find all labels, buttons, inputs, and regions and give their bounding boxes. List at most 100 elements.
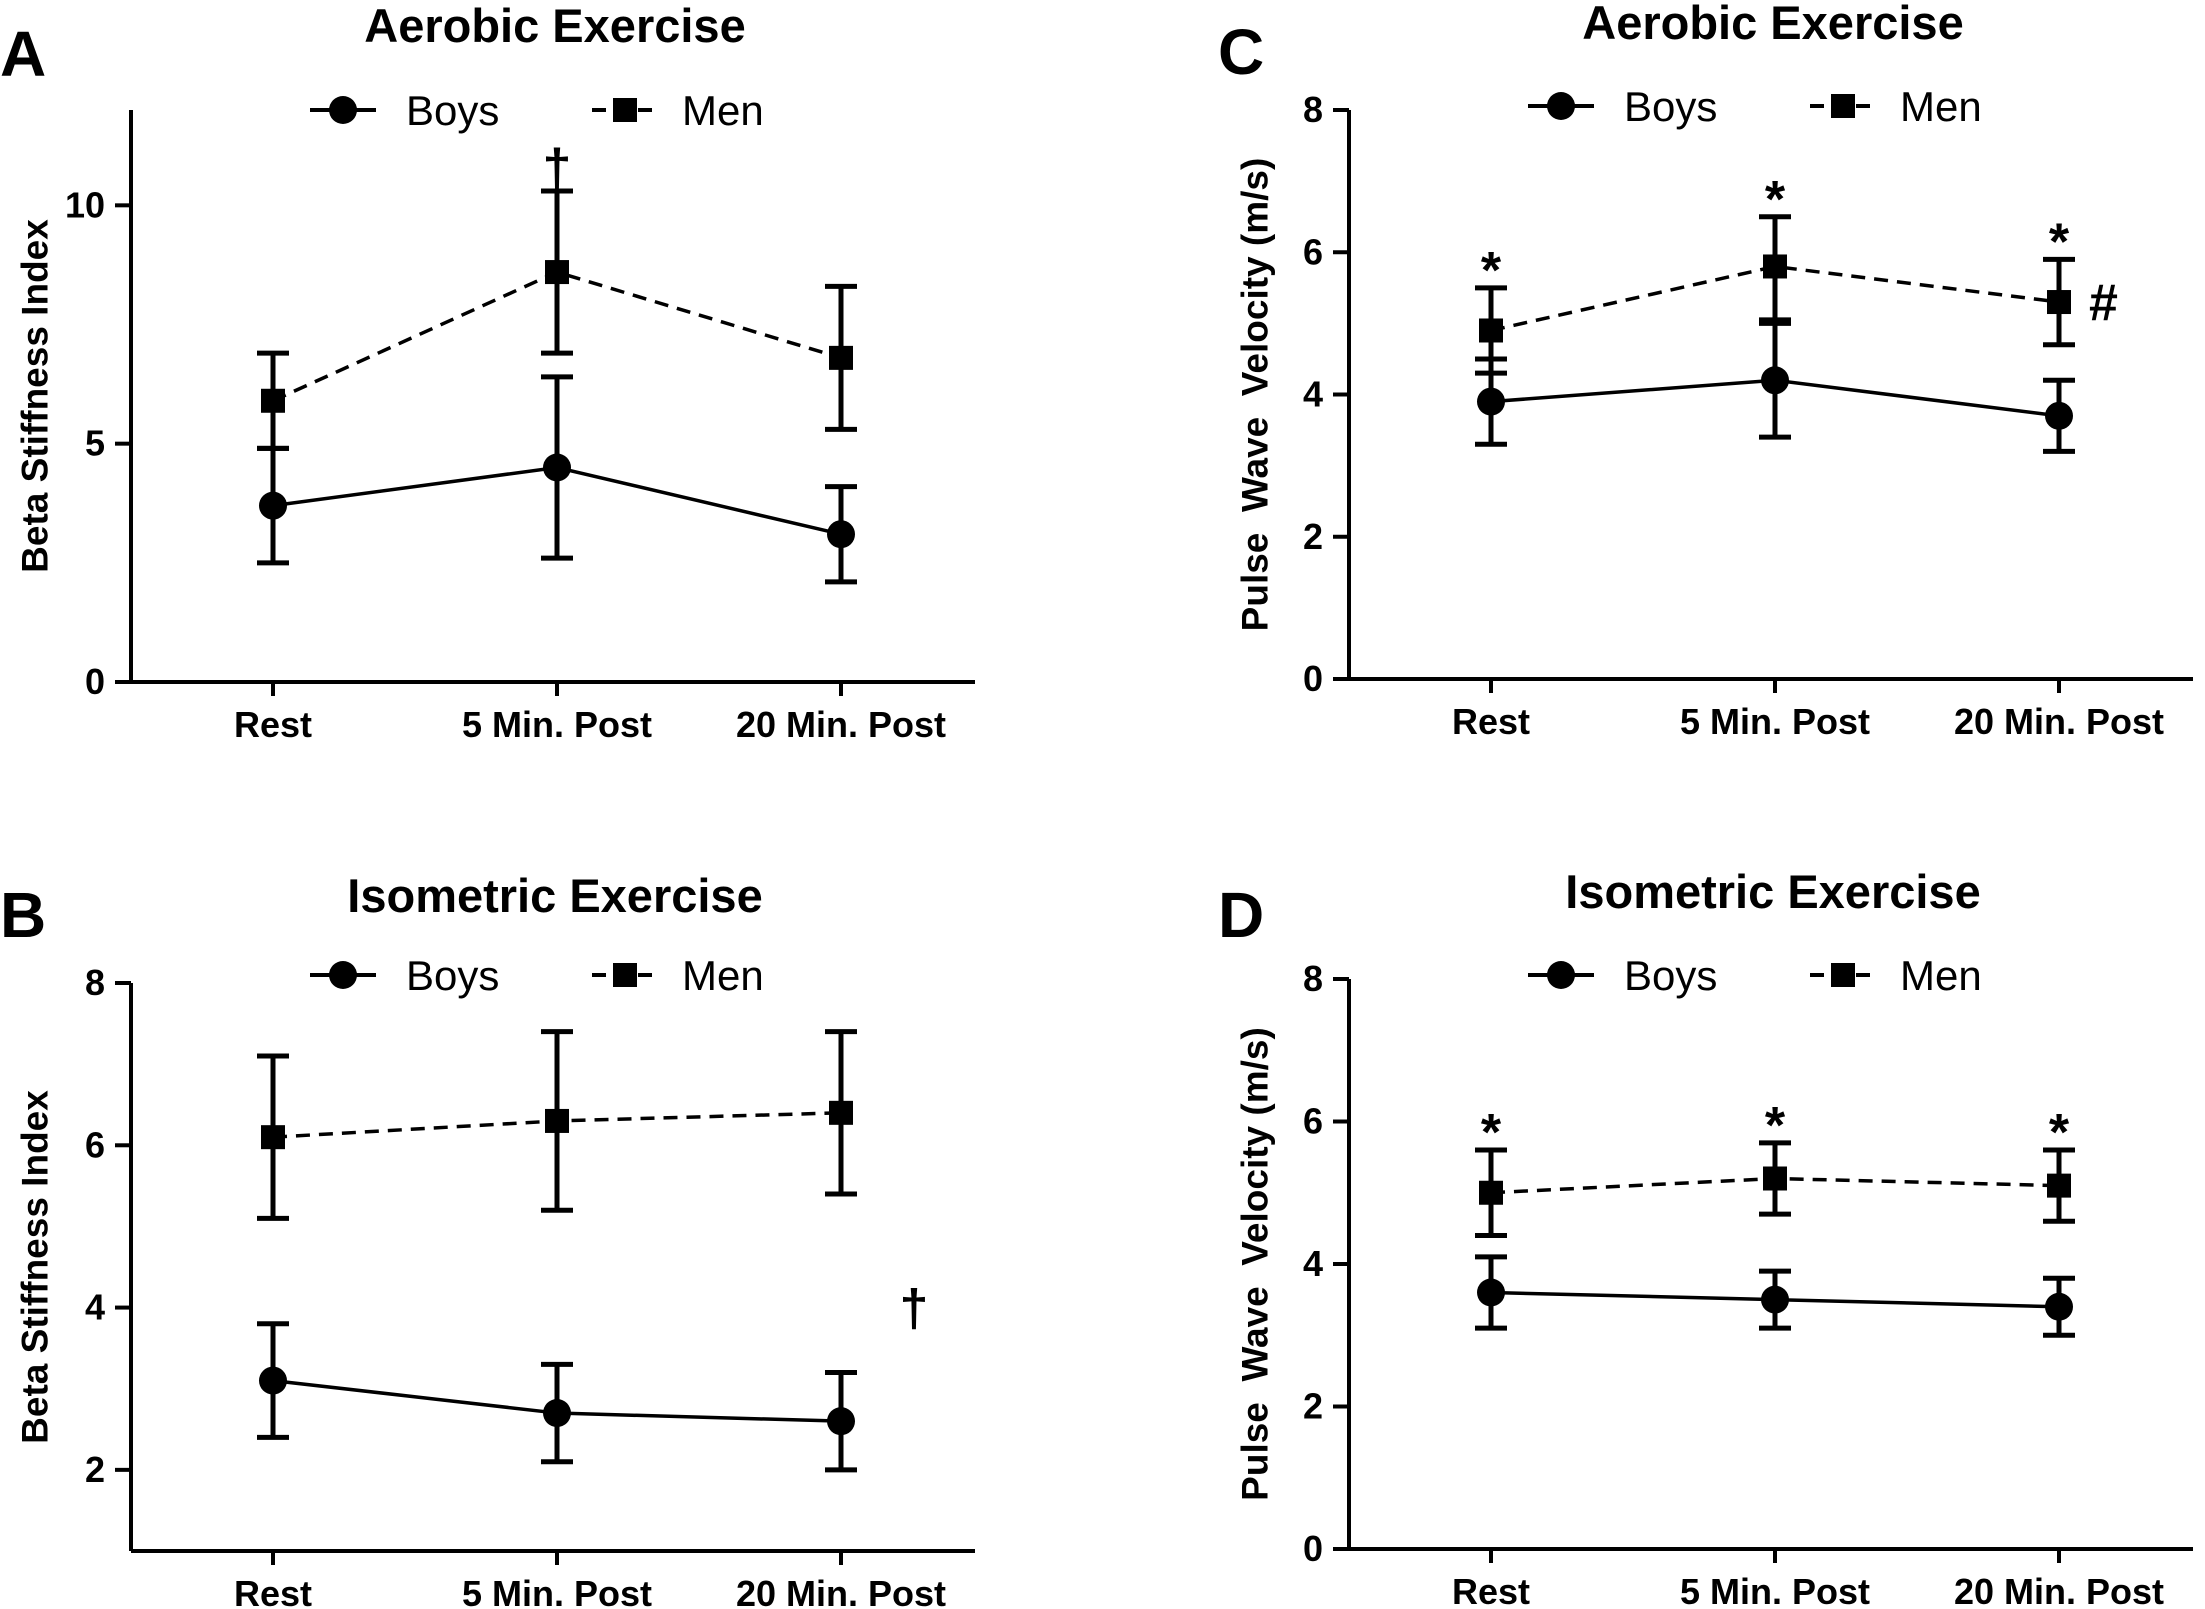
legend-marker-men (1831, 963, 1855, 987)
data-point (829, 345, 853, 370)
data-point (1479, 1180, 1503, 1205)
panel-a: A Aerobic Exercise 0 5 10 Rest 5 Min. Post 20 M… (0, 0, 975, 745)
data-point (829, 1100, 853, 1125)
y-tick-label: 4 (85, 1287, 105, 1328)
data-point (543, 453, 571, 482)
chart-title: Isometric Exercise (1565, 865, 1980, 918)
chart-title: Isometric Exercise (347, 869, 762, 922)
y-tick-label: 6 (1303, 1101, 1323, 1142)
series-boys (1475, 320, 2075, 454)
series-boys (1475, 1254, 2075, 1338)
series-men (1475, 1140, 2075, 1238)
y-tick-label: 6 (85, 1124, 105, 1165)
legend: Boys Men (1528, 83, 1982, 130)
y-tick-label: 0 (1303, 658, 1323, 699)
significance-marker: # (2089, 274, 2118, 332)
y-axis-label: Pulse Wave Velocity (m/s) (1235, 158, 1276, 632)
panel-b: B Isometric Exercise 2 4 6 8 Rest 5 Min. Post 20… (0, 869, 975, 1609)
data-point (259, 491, 287, 520)
significance-marker: * (1481, 1104, 1502, 1162)
panel-label: C (1218, 16, 1264, 88)
x-tick-label: 20 Min. Post (1954, 701, 2164, 742)
y-tick-label: 4 (1303, 374, 1323, 415)
panel-label: B (0, 879, 46, 951)
legend-label-men: Men (1900, 952, 1982, 999)
legend-label-boys: Boys (406, 87, 499, 134)
x-tick-label: Rest (1452, 1571, 1530, 1609)
series-boys (257, 1321, 857, 1473)
y-tick-label: 8 (1303, 958, 1323, 999)
significance-marker: * (2049, 1104, 2070, 1162)
legend: Boys Men (310, 87, 764, 134)
data-point (1477, 1278, 1505, 1307)
data-point (2045, 1292, 2073, 1321)
x-tick-label: Rest (234, 1573, 312, 1609)
significance-marker: * (1765, 1097, 1786, 1155)
data-point (545, 260, 569, 285)
panel-label: D (1218, 879, 1264, 951)
y-tick-label: 0 (85, 661, 105, 702)
y-tick-label: 2 (1303, 516, 1323, 557)
y-tick-label: 8 (1303, 89, 1323, 130)
data-point (545, 1108, 569, 1133)
y-axis-label: Pulse Wave Velocity (m/s) (1235, 1027, 1276, 1501)
chart-title: Aerobic Exercise (1582, 0, 1963, 49)
y-tick-label: 4 (1303, 1243, 1323, 1284)
legend-marker-men (1831, 94, 1855, 118)
data-point (1763, 254, 1787, 279)
legend-marker-boys (329, 961, 357, 989)
legend-marker-boys (1547, 92, 1575, 120)
y-tick-label: 0 (1303, 1528, 1323, 1569)
data-point (2047, 1173, 2071, 1198)
x-tick-label: 5 Min. Post (1680, 701, 1870, 742)
legend-label-boys: Boys (1624, 952, 1717, 999)
y-axis-label: Beta Stiffness Index (15, 219, 56, 573)
significance-marker: * (2049, 214, 2070, 272)
legend-label-men: Men (682, 952, 764, 999)
data-point (2047, 290, 2071, 315)
data-point (827, 1407, 855, 1436)
legend: Boys Men (310, 952, 764, 999)
x-tick-label: 5 Min. Post (462, 704, 652, 745)
y-tick-label: 2 (1303, 1386, 1323, 1427)
panel-d: D Isometric Exercise 0 2 4 6 8 Rest 5 Min. Post 2… (1218, 865, 2193, 1609)
x-tick-label: 20 Min. Post (736, 704, 946, 745)
x-tick-label: Rest (1452, 701, 1530, 742)
significance-marker: * (1765, 171, 1786, 229)
x-tick-label: Rest (234, 704, 312, 745)
legend-label-boys: Boys (1624, 83, 1717, 130)
data-point (259, 1366, 287, 1395)
series-men (257, 1029, 857, 1221)
series-men (1475, 214, 2075, 376)
data-point (261, 1125, 285, 1150)
data-point (261, 388, 285, 413)
legend-label-men: Men (1900, 83, 1982, 130)
legend: Boys Men (1528, 952, 1982, 999)
data-point (1479, 318, 1503, 343)
significance-marker: † (900, 1280, 929, 1338)
panel-c: C Aerobic Exercise 0 2 4 6 8 Rest 5 Min. Post 20 … (1218, 0, 2193, 742)
data-point (2045, 401, 2073, 430)
data-point (1477, 387, 1505, 416)
legend-label-boys: Boys (406, 952, 499, 999)
legend-marker-men (613, 963, 637, 987)
x-tick-label: 20 Min. Post (1954, 1571, 2164, 1609)
x-tick-label: 20 Min. Post (736, 1573, 946, 1609)
legend-label-men: Men (682, 87, 764, 134)
series-men (257, 188, 857, 451)
chart-title: Aerobic Exercise (364, 0, 745, 52)
data-point (543, 1399, 571, 1428)
legend-marker-men (613, 98, 637, 122)
series-line (1490, 264, 2060, 333)
data-point (827, 520, 855, 549)
y-tick-label: 5 (85, 423, 105, 464)
y-tick-label: 6 (1303, 231, 1323, 272)
series-boys (257, 374, 857, 585)
data-point (1761, 366, 1789, 395)
y-axis-label: Beta Stiffness Index (15, 1090, 56, 1444)
legend-marker-boys (1547, 961, 1575, 989)
x-tick-label: 5 Min. Post (462, 1573, 652, 1609)
y-tick-label: 8 (85, 962, 105, 1003)
legend-marker-boys (329, 96, 357, 124)
